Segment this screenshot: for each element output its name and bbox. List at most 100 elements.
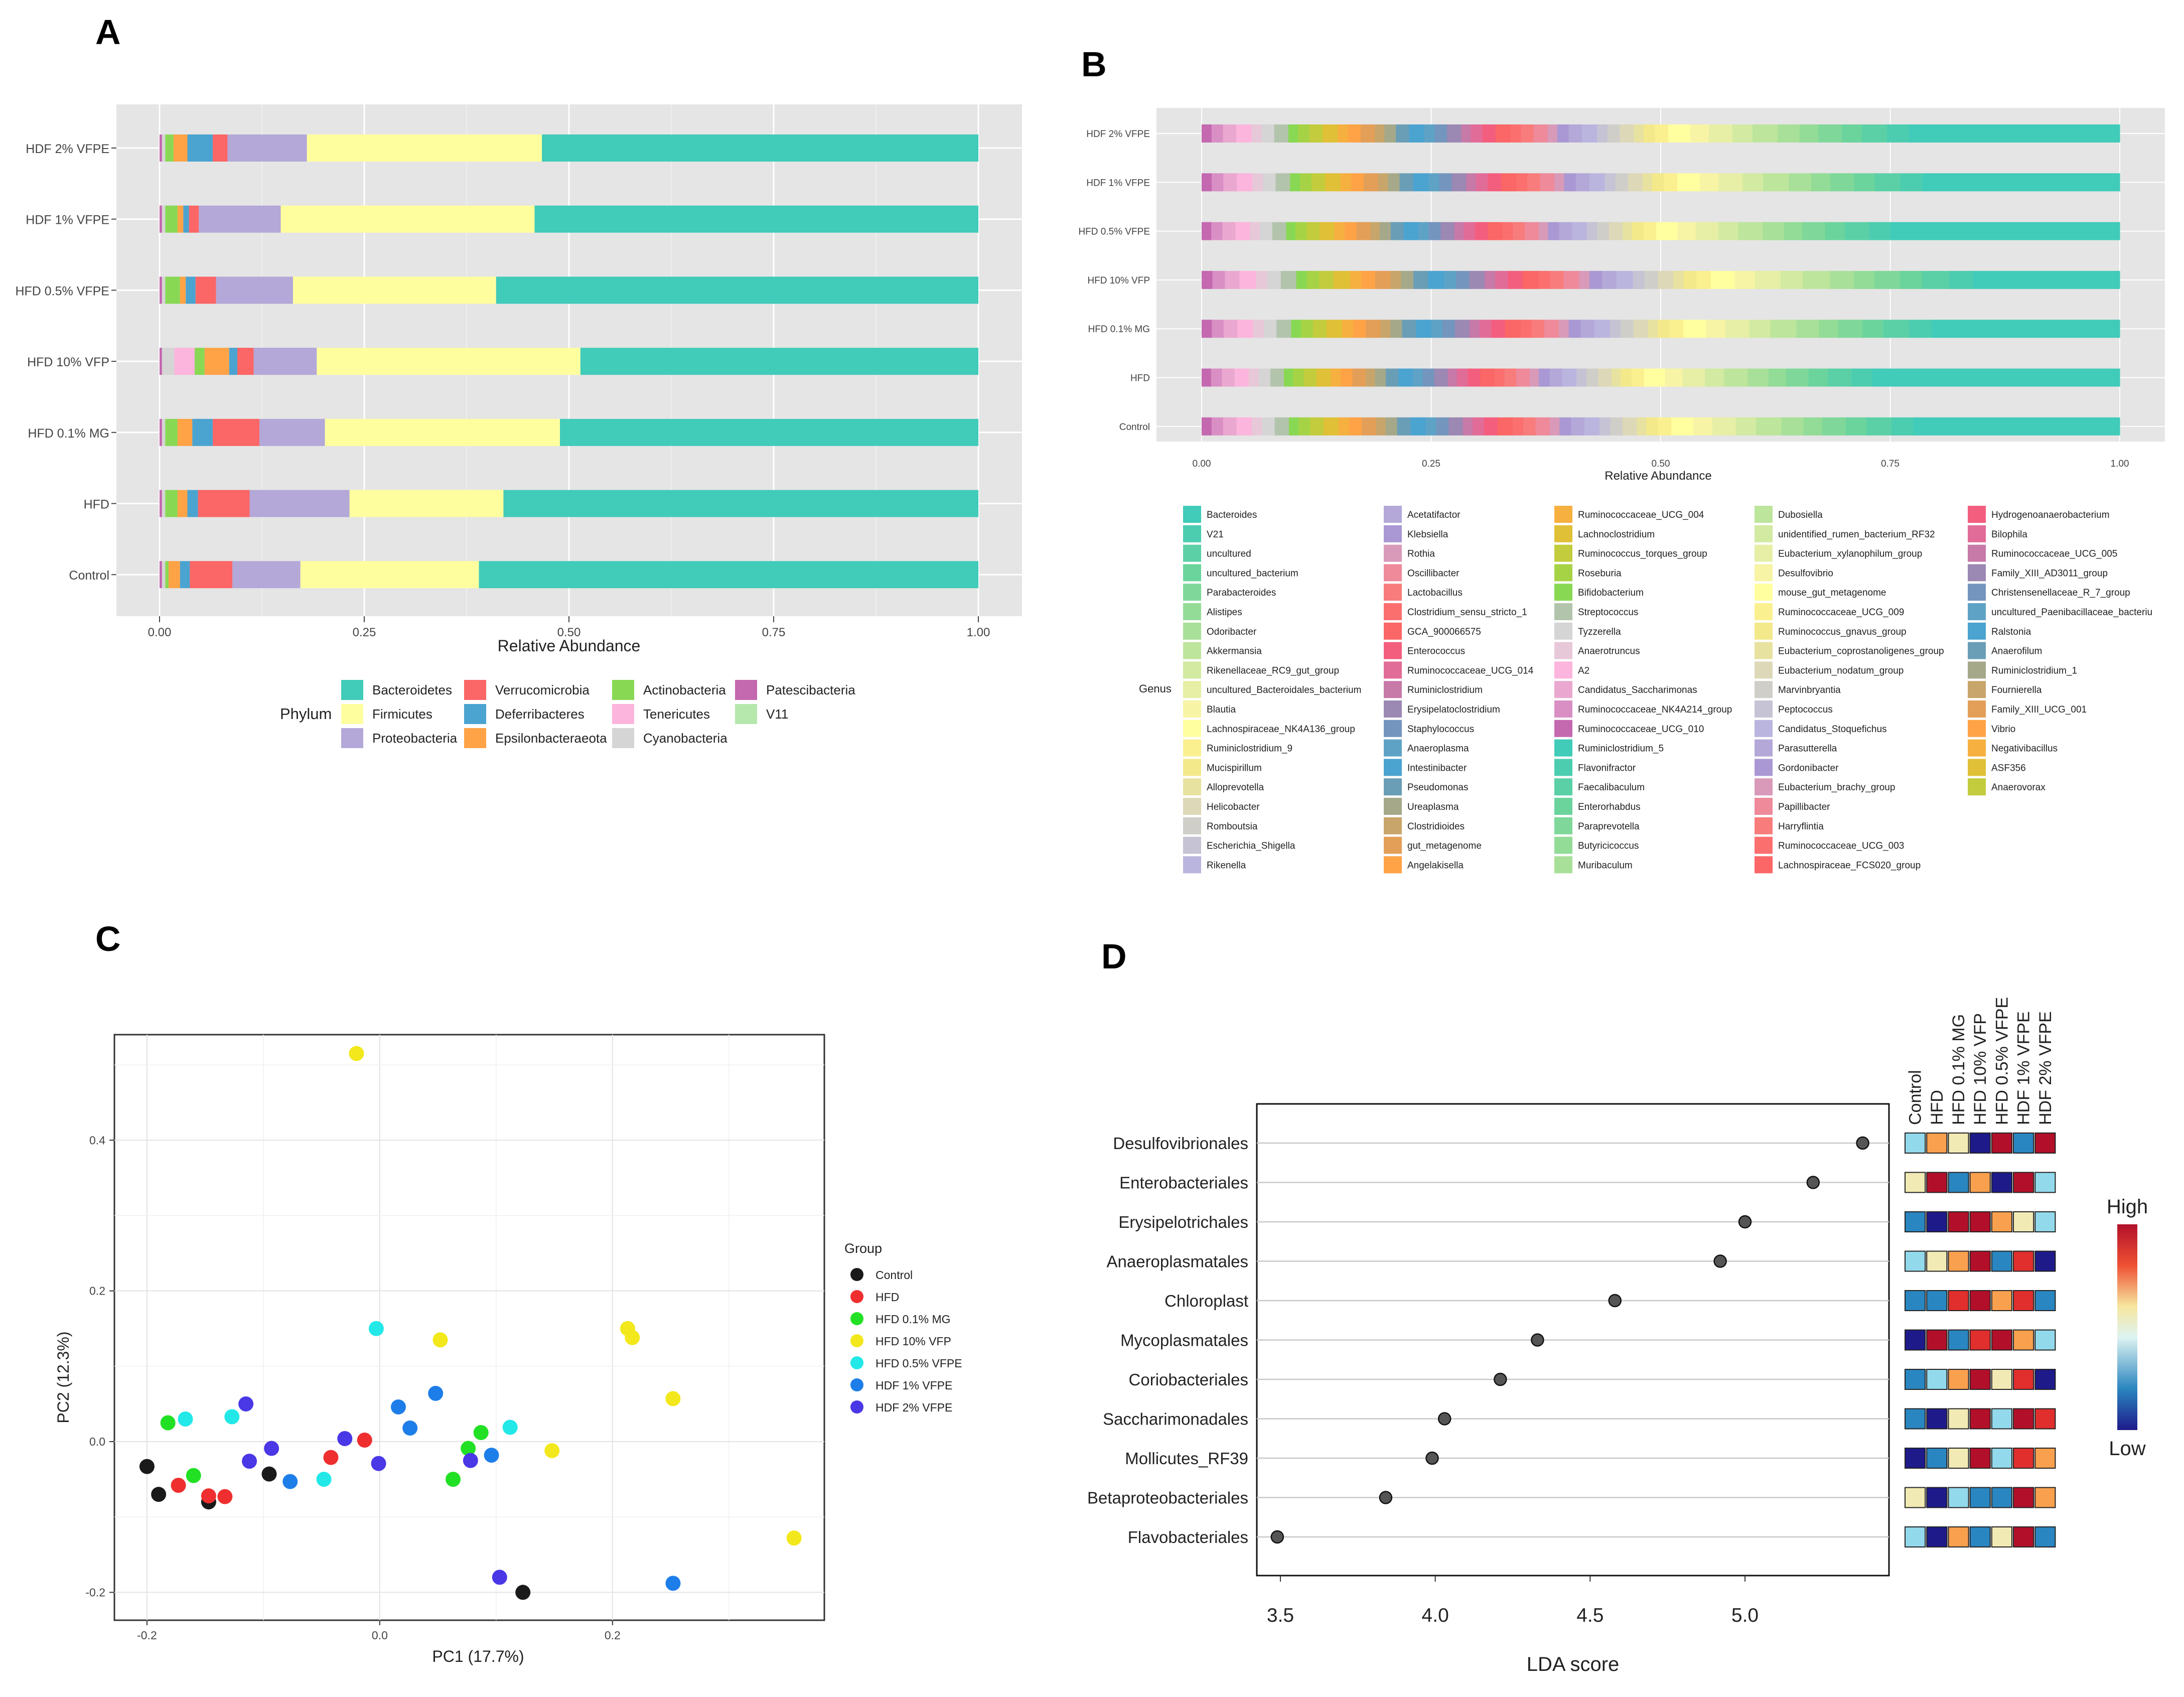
panel-d-heatmap-cell — [1926, 1172, 1948, 1193]
panel-b-legend-label: Desulfovibrio — [1778, 568, 1833, 579]
panel-b-bar-segment — [1557, 124, 1569, 143]
panel-b-category-label: HDF 2% VFPE — [1086, 129, 1150, 139]
panel-b-legend-swatch — [1183, 584, 1201, 601]
panel-b-bar-segment — [1619, 124, 1634, 143]
panel-c-legend-marker — [850, 1290, 863, 1303]
panel-b-x-tick-label: 1.00 — [2111, 459, 2129, 469]
panel-b-bar-segment — [1292, 368, 1304, 387]
panel-a-bar-segment — [317, 348, 580, 375]
panel-b-bar-segment — [1239, 270, 1256, 289]
panel-b-bar-segment — [1512, 417, 1523, 436]
panel-b-bar-segment — [1361, 417, 1376, 436]
panel-d-heatmap-cell — [1905, 1133, 1926, 1154]
panel-b-bar-segment — [1607, 124, 1620, 143]
panel-d-heatmap-cell — [1926, 1133, 1948, 1154]
panel-b-bar-segment — [1704, 368, 1724, 387]
panel-a-bar-segment — [162, 348, 175, 375]
panel-b-bar-segment — [1463, 222, 1475, 240]
panel-a-legend-label: Tenericutes — [643, 706, 710, 722]
panel-b-bar-segment — [1476, 173, 1488, 192]
panel-d-heatmap-cell — [1991, 1526, 2013, 1547]
panel-b-bar-segment — [1900, 173, 1923, 192]
panel-a-bar-segment — [165, 134, 174, 162]
panel-b-legend-swatch — [1384, 836, 1402, 854]
panel-b-bar-segment — [1851, 368, 1872, 387]
panel-b-legend-swatch — [1554, 739, 1572, 757]
panel-b-bar-segment — [1822, 417, 1846, 436]
panel-b-legend-swatch — [1384, 622, 1402, 640]
panel-d-heatmap-cell — [1969, 1329, 1991, 1351]
panel-d-heatmap-cell — [1948, 1526, 1969, 1547]
panel-b-bar-segment — [1599, 417, 1611, 436]
panel-b-bar-segment — [1781, 417, 1804, 436]
panel-b-bar-segment — [1413, 270, 1428, 289]
panel-b-bar-segment — [1742, 173, 1764, 192]
panel-a-bar-segment — [177, 205, 184, 233]
panel-a-bar-segment — [349, 490, 504, 517]
panel-b-bar-segment — [1472, 417, 1484, 436]
panel-b-legend-swatch — [1183, 506, 1201, 523]
panel-b-bar-segment — [1922, 173, 2120, 192]
panel-d-taxon-label: Erysipelotrichales — [1118, 1213, 1248, 1231]
panel-b-bar-segment — [1549, 270, 1564, 289]
panel-label-c: C — [95, 919, 121, 958]
panel-b-legend-swatch — [1384, 778, 1402, 796]
panel-b-bar-segment — [1222, 124, 1236, 143]
panel-a-bar-segment — [177, 490, 188, 517]
panel-b-genus-chart: HDF 2% VFPE HDF 1% VFPE HFD 0.5% VFPE HFD 1… — [1078, 108, 2165, 874]
panel-b-bar-segment — [1298, 417, 1311, 436]
panel-b-bar-segment — [1780, 270, 1803, 289]
panel-b-bar-segment — [1306, 270, 1320, 289]
panel-b-bar-segment — [1334, 222, 1345, 240]
panel-b-legend-label: Rothia — [1407, 549, 1435, 559]
panel-a-legend-swatch — [341, 704, 363, 724]
panel-b-legend-swatch — [1554, 661, 1572, 679]
panel-b-legend-swatch — [1183, 642, 1201, 659]
panel-b-bar-segment — [1469, 320, 1480, 338]
panel-c-point — [139, 1459, 155, 1474]
panel-b-bar-segment — [1841, 124, 1862, 143]
panel-a-bar-segment — [280, 205, 535, 233]
panel-b-bar-segment — [1295, 270, 1307, 289]
panel-b-bar-segment — [1601, 270, 1617, 289]
panel-b-bar-segment — [1596, 124, 1608, 143]
panel-b-bar-segment — [1768, 368, 1787, 387]
panel-b-legend-swatch — [1554, 622, 1572, 640]
panel-b-bar-segment — [1466, 173, 1476, 192]
panel-b-legend-swatch — [1554, 506, 1572, 523]
panel-c-point — [625, 1330, 640, 1345]
panel-b-legend-label: Ruminococcaceae_UCG_014 — [1407, 665, 1534, 676]
panel-b-legend-swatch — [1554, 544, 1572, 562]
panel-b-legend-swatch — [1554, 759, 1572, 776]
panel-b-bar-segment — [1622, 417, 1637, 436]
panel-c-point — [665, 1576, 681, 1591]
panel-b-bar-segment — [1283, 368, 1293, 387]
panel-b-legend-label: Ureaplasma — [1407, 802, 1459, 812]
panel-b-bar-segment — [1425, 417, 1436, 436]
panel-d-lefse-chart: Desulfovibrionales Enterobacteriales Erysi… — [1087, 997, 2148, 1675]
panel-b-bar-segment — [1390, 222, 1404, 240]
panel-a-legend-label: Deferribacteres — [495, 706, 585, 722]
panel-c-point — [282, 1474, 298, 1489]
panel-b-bar-segment — [1693, 417, 1712, 436]
panel-c-legend-label: HFD 0.1% MG — [876, 1313, 951, 1326]
panel-c-legend-label: HFD 0.5% VFPE — [876, 1357, 962, 1370]
panel-b-bar-segment — [1325, 173, 1341, 192]
panel-b-legend-label: Eubacterium_brachy_group — [1778, 782, 1895, 793]
panel-b-bar-segment — [1615, 173, 1628, 192]
panel-b-bar-segment — [1274, 417, 1289, 436]
panel-a-legend-swatch — [464, 728, 486, 748]
panel-b-bar-segment — [1818, 124, 1842, 143]
panel-b-legend-swatch — [1755, 700, 1773, 718]
panel-b-bar-segment — [1708, 124, 1732, 143]
panel-b-legend-swatch — [1968, 759, 1986, 776]
panel-a-bar-segment — [249, 490, 350, 517]
panel-b-bar-segment — [1655, 124, 1669, 143]
panel-b-legend-label: Ruminococcus_gnavus_group — [1778, 627, 1907, 637]
panel-b-bar-segment — [1527, 173, 1540, 192]
panel-b-bar-segment — [1663, 173, 1678, 192]
panel-b-bar-segment — [1777, 124, 1800, 143]
panel-b-bar-segment — [1568, 124, 1582, 143]
panel-b-bar-segment — [1669, 320, 1684, 338]
panel-b-legend-label: Parasutterella — [1778, 744, 1837, 754]
